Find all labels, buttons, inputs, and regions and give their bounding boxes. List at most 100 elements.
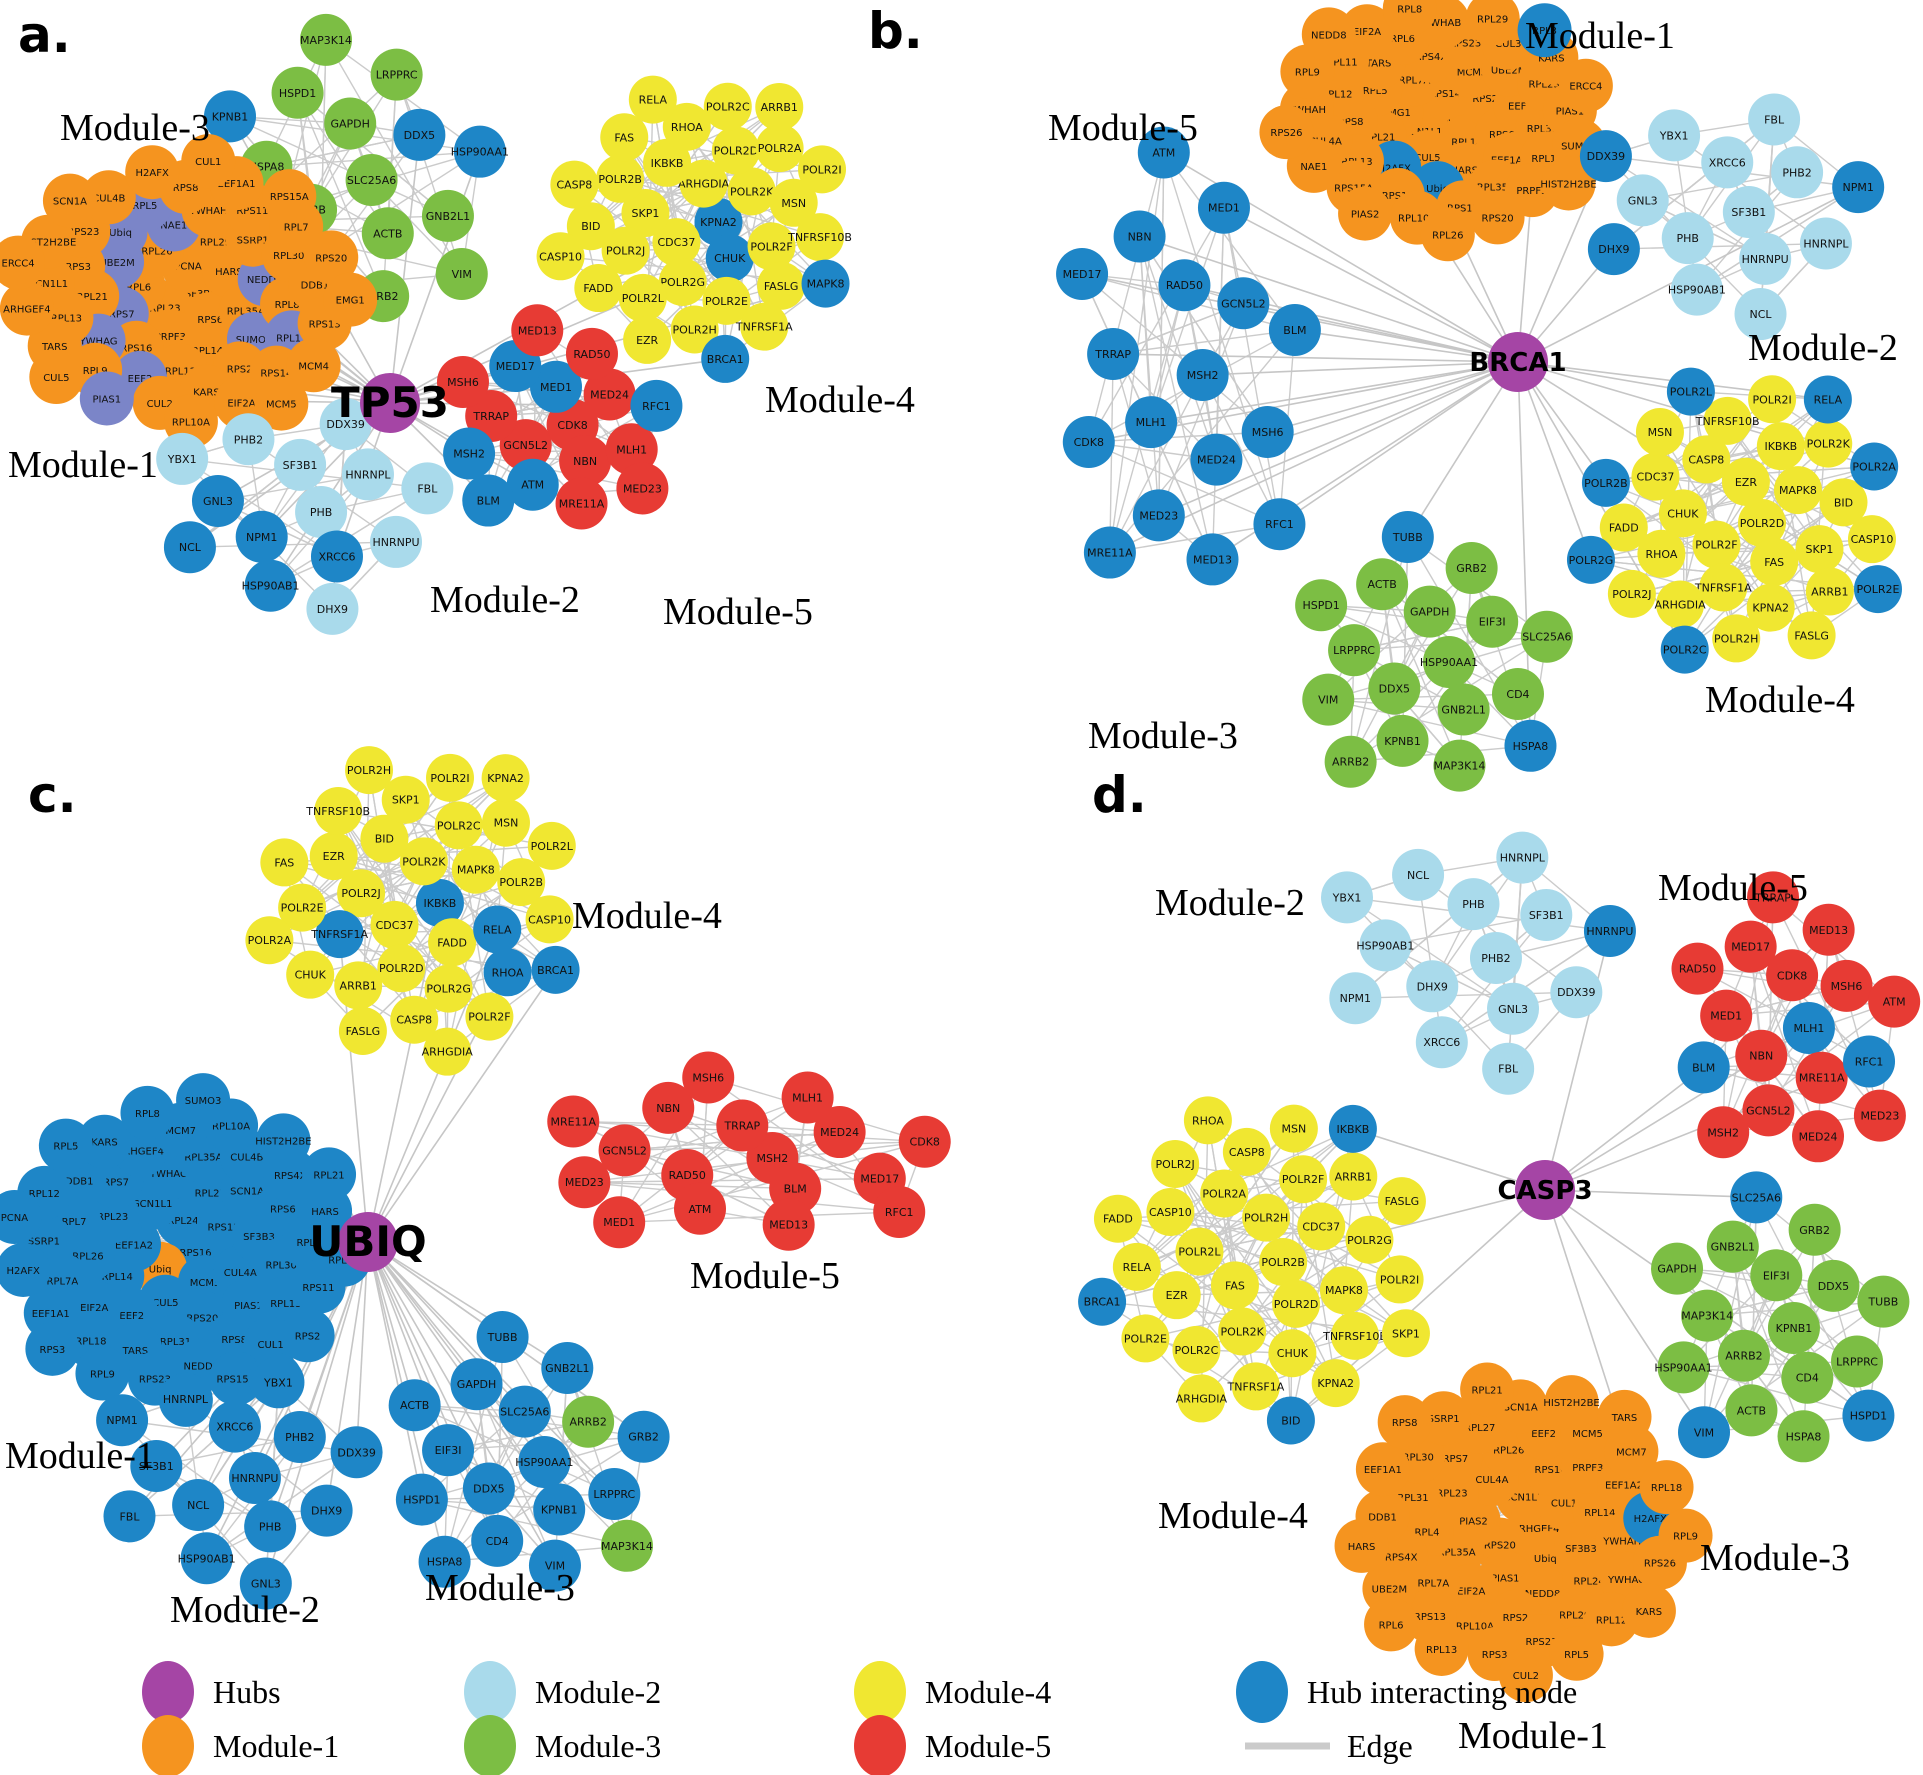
node-label-RPL23: RPL23 — [97, 1212, 128, 1223]
node-POLR2D — [377, 944, 426, 993]
node-SKP1 — [621, 188, 670, 237]
node-label-RHOA: RHOA — [671, 121, 703, 134]
node-POLR2K — [727, 167, 776, 216]
node-label-TNFRSF10B: TNFRSF10B — [787, 231, 852, 244]
node-label-MED17: MED17 — [496, 360, 535, 373]
node-label-PRPF3: PRPF3 — [155, 332, 186, 343]
node-label-MCM7: MCM7 — [165, 1126, 196, 1137]
node-EIF3I — [422, 1424, 475, 1477]
node-label-IKBKB: IKBKB — [1337, 1123, 1370, 1136]
hub-label-UBIQ: UBIQ — [309, 1217, 426, 1266]
node-label-GRB2: GRB2 — [1799, 1224, 1830, 1237]
node-label-MCM7: MCM7 — [1616, 1448, 1647, 1459]
node-FASLG — [757, 261, 806, 310]
legend-swatch-yellow — [854, 1661, 906, 1723]
node-DDX39 — [319, 398, 372, 451]
node-label-YWHAG: YWHAG — [1607, 1575, 1646, 1586]
node-label-RPS3: RPS3 — [40, 1345, 66, 1356]
node-label-GCN1L1: GCN1L1 — [132, 1199, 173, 1210]
node-label-EIF2A: EIF2A — [1457, 1587, 1485, 1598]
node-MED17 — [1056, 247, 1109, 300]
node-label-HARS: HARS — [215, 267, 243, 278]
node-MED13 — [762, 1198, 815, 1251]
node-FASLG — [338, 1006, 387, 1055]
node-POLR2G — [1566, 535, 1615, 584]
panel-a-letter: a. — [18, 6, 71, 64]
legend-label-module-5: Module-5 — [925, 1728, 1051, 1764]
node-MRE11A — [555, 477, 608, 530]
node-SKP1 — [1381, 1309, 1430, 1358]
node-KARS — [1621, 1583, 1676, 1638]
node-label-NEDD8: NEDD8 — [1311, 30, 1347, 41]
node-EZR — [309, 832, 358, 881]
node-label-MSH2: MSH2 — [1187, 369, 1219, 382]
node-label-TRRAP: TRRAP — [472, 410, 509, 423]
edge — [1683, 1366, 1869, 1417]
node-label-NAE1: NAE1 — [1300, 162, 1327, 173]
node-POLR2G — [424, 964, 473, 1013]
node-label-TUBB: TUBB — [1867, 1296, 1898, 1309]
edge — [1088, 207, 1225, 443]
edge — [129, 1509, 327, 1518]
node-VIM — [1678, 1406, 1731, 1459]
node-label-RPL27: RPL27 — [1464, 1423, 1495, 1434]
node-label-RPL10A: RPL10A — [1398, 214, 1436, 225]
node-label-CDC37: CDC37 — [376, 919, 414, 932]
node-RFC1 — [630, 379, 683, 432]
node-MSH6 — [1241, 406, 1294, 459]
node-DDX5 — [1807, 1259, 1860, 1312]
node-label-RPS3: RPS3 — [1482, 1650, 1508, 1661]
node-label-HARS: HARS — [1348, 1542, 1376, 1553]
node-label-RPL9: RPL9 — [1673, 1532, 1698, 1543]
node-label-RPS20: RPS20 — [315, 253, 347, 264]
node-label-PHB2: PHB2 — [1782, 166, 1811, 179]
node-FAS — [600, 113, 649, 162]
node-label-YWHAB: YWHAB — [1423, 18, 1461, 29]
node-label-ARHGEF4: ARHGEF4 — [3, 305, 51, 316]
node-HSPD1 — [1842, 1389, 1895, 1442]
node-label-GCN5L2: GCN5L2 — [503, 439, 548, 452]
node-PHB2 — [1469, 932, 1522, 984]
node-label-LRPPRC: LRPPRC — [593, 1488, 635, 1501]
node-label-CUL5: CUL5 — [152, 1298, 178, 1309]
node-label-XRCC6: XRCC6 — [216, 1421, 253, 1434]
edge — [1081, 273, 1269, 433]
node-ARRB2 — [1324, 735, 1377, 788]
node-MAP3K14 — [299, 13, 352, 66]
panel-c-labels: c. Module-4 Module-5 Module-1 Module-2 Module… — [5, 766, 840, 1631]
node-RPL6 — [1364, 1597, 1419, 1652]
node-label-EEF1A1: EEF1A1 — [1491, 156, 1529, 167]
node-label-ARRB2: ARRB2 — [1725, 1350, 1762, 1363]
edge — [421, 1493, 615, 1501]
node-label-MAPK8: MAPK8 — [1325, 1284, 1363, 1297]
node-HNRNPU — [370, 515, 423, 568]
node-label-EIF3I: EIF3I — [1763, 1269, 1790, 1282]
edge — [1613, 242, 1826, 250]
node-label-GCN5L2: GCN5L2 — [602, 1144, 647, 1157]
node-MRE11A — [1083, 526, 1136, 579]
node-label-RPL5: RPL5 — [1564, 1650, 1589, 1661]
node-label-RELA: RELA — [1814, 393, 1843, 406]
node-RPS15A — [209, 1351, 264, 1406]
node-RELA — [1803, 375, 1852, 424]
node-label-ARHGDIA: ARHGDIA — [1176, 1392, 1228, 1405]
node-DDX5 — [393, 108, 446, 161]
node-KPNB1 — [533, 1483, 586, 1536]
node-label-RPS26: RPS26 — [1644, 1559, 1676, 1570]
node-label-CASP8: CASP8 — [1688, 453, 1724, 466]
module-label-a-2: Module-4 — [765, 379, 915, 421]
node-IKBKB — [1328, 1104, 1377, 1153]
node-label-CD4: CD4 — [486, 1535, 509, 1548]
node-RPL5 — [38, 1118, 93, 1173]
node-label-CUL1: CUL1 — [257, 1340, 283, 1351]
node-label-POLR2G: POLR2G — [1569, 554, 1614, 567]
legend-swatch-lightblue — [464, 1661, 516, 1723]
node-MED1 — [1700, 989, 1753, 1042]
node-XRCC6 — [1701, 136, 1754, 189]
node-label-KPNA2: KPNA2 — [487, 772, 524, 785]
node-FASLG — [1377, 1177, 1426, 1226]
node-MLH1 — [1125, 396, 1178, 449]
node-HSP90AA1 — [1657, 1341, 1710, 1394]
node-GNB2L1 — [1437, 683, 1490, 736]
node-label-RPL13: RPL13 — [270, 1299, 301, 1310]
